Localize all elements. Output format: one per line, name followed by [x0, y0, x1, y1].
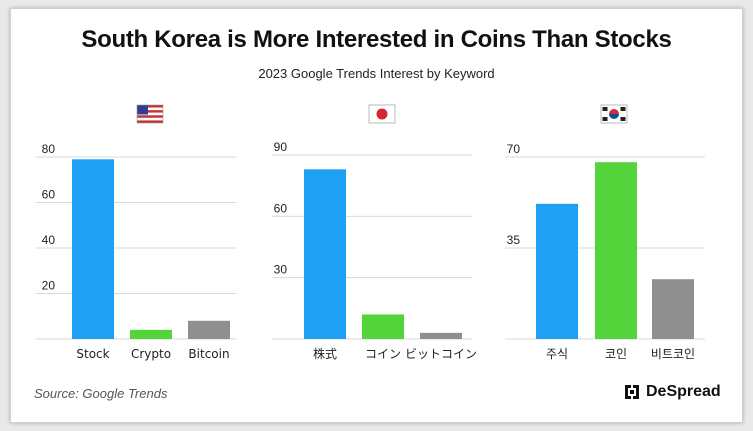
- brand-name: DeSpread: [646, 383, 721, 400]
- y-tick-label: 30: [274, 263, 288, 277]
- x-tick-label: Crypto: [131, 347, 171, 361]
- y-tick-label: 20: [42, 279, 56, 293]
- x-tick-label: Bitcoin: [188, 347, 229, 361]
- y-tick-label: 90: [274, 140, 288, 154]
- y-tick-label: 60: [274, 201, 288, 215]
- chart-subtitle: 2023 Google Trends Interest by Keyword: [258, 66, 495, 81]
- y-tick-label: 80: [42, 142, 56, 156]
- x-tick-label: Stock: [76, 347, 109, 361]
- panel-united-states: 20 40 60 80 Stock Crypto Bitcoin: [36, 142, 236, 361]
- x-tick-label: 주식: [546, 347, 568, 361]
- y-tick-label: 70: [507, 142, 521, 156]
- us-flag-icon: [136, 104, 164, 124]
- despread-logo-icon: [625, 385, 639, 399]
- x-tick-label: 株式: [313, 346, 337, 361]
- bar-Stock: [72, 159, 114, 339]
- y-tick-label: 40: [42, 233, 56, 247]
- source-note: Source: Google Trends: [34, 386, 168, 401]
- bar-Bitcoin: [188, 320, 230, 339]
- bar-비트코인: [652, 279, 694, 339]
- x-tick-label: コイン: [365, 347, 401, 361]
- x-tick-label: ビットコイン: [405, 347, 477, 361]
- y-tick-label: 35: [507, 233, 521, 247]
- bar-Crypto: [130, 329, 172, 339]
- x-tick-label: 비트코인: [651, 347, 695, 361]
- x-tick-label: 코인: [605, 347, 627, 361]
- japan-flag-icon: [368, 104, 396, 124]
- brand-logo: DeSpread: [624, 383, 721, 401]
- bar-コイン: [362, 314, 404, 339]
- bar-ビットコイン: [420, 332, 462, 339]
- bar-株式: [304, 169, 346, 339]
- bar-주식: [536, 203, 578, 339]
- korea-flag-icon: [600, 104, 628, 124]
- chart-title: South Korea is More Interested in Coins …: [81, 26, 672, 53]
- y-tick-label: 60: [42, 188, 56, 202]
- panel-south-korea: 35 70 주식 코인 비트코인: [505, 142, 705, 361]
- panel-japan: 30 60 90 株式 コイン ビットコイン: [272, 140, 477, 361]
- bar-코인: [595, 162, 637, 339]
